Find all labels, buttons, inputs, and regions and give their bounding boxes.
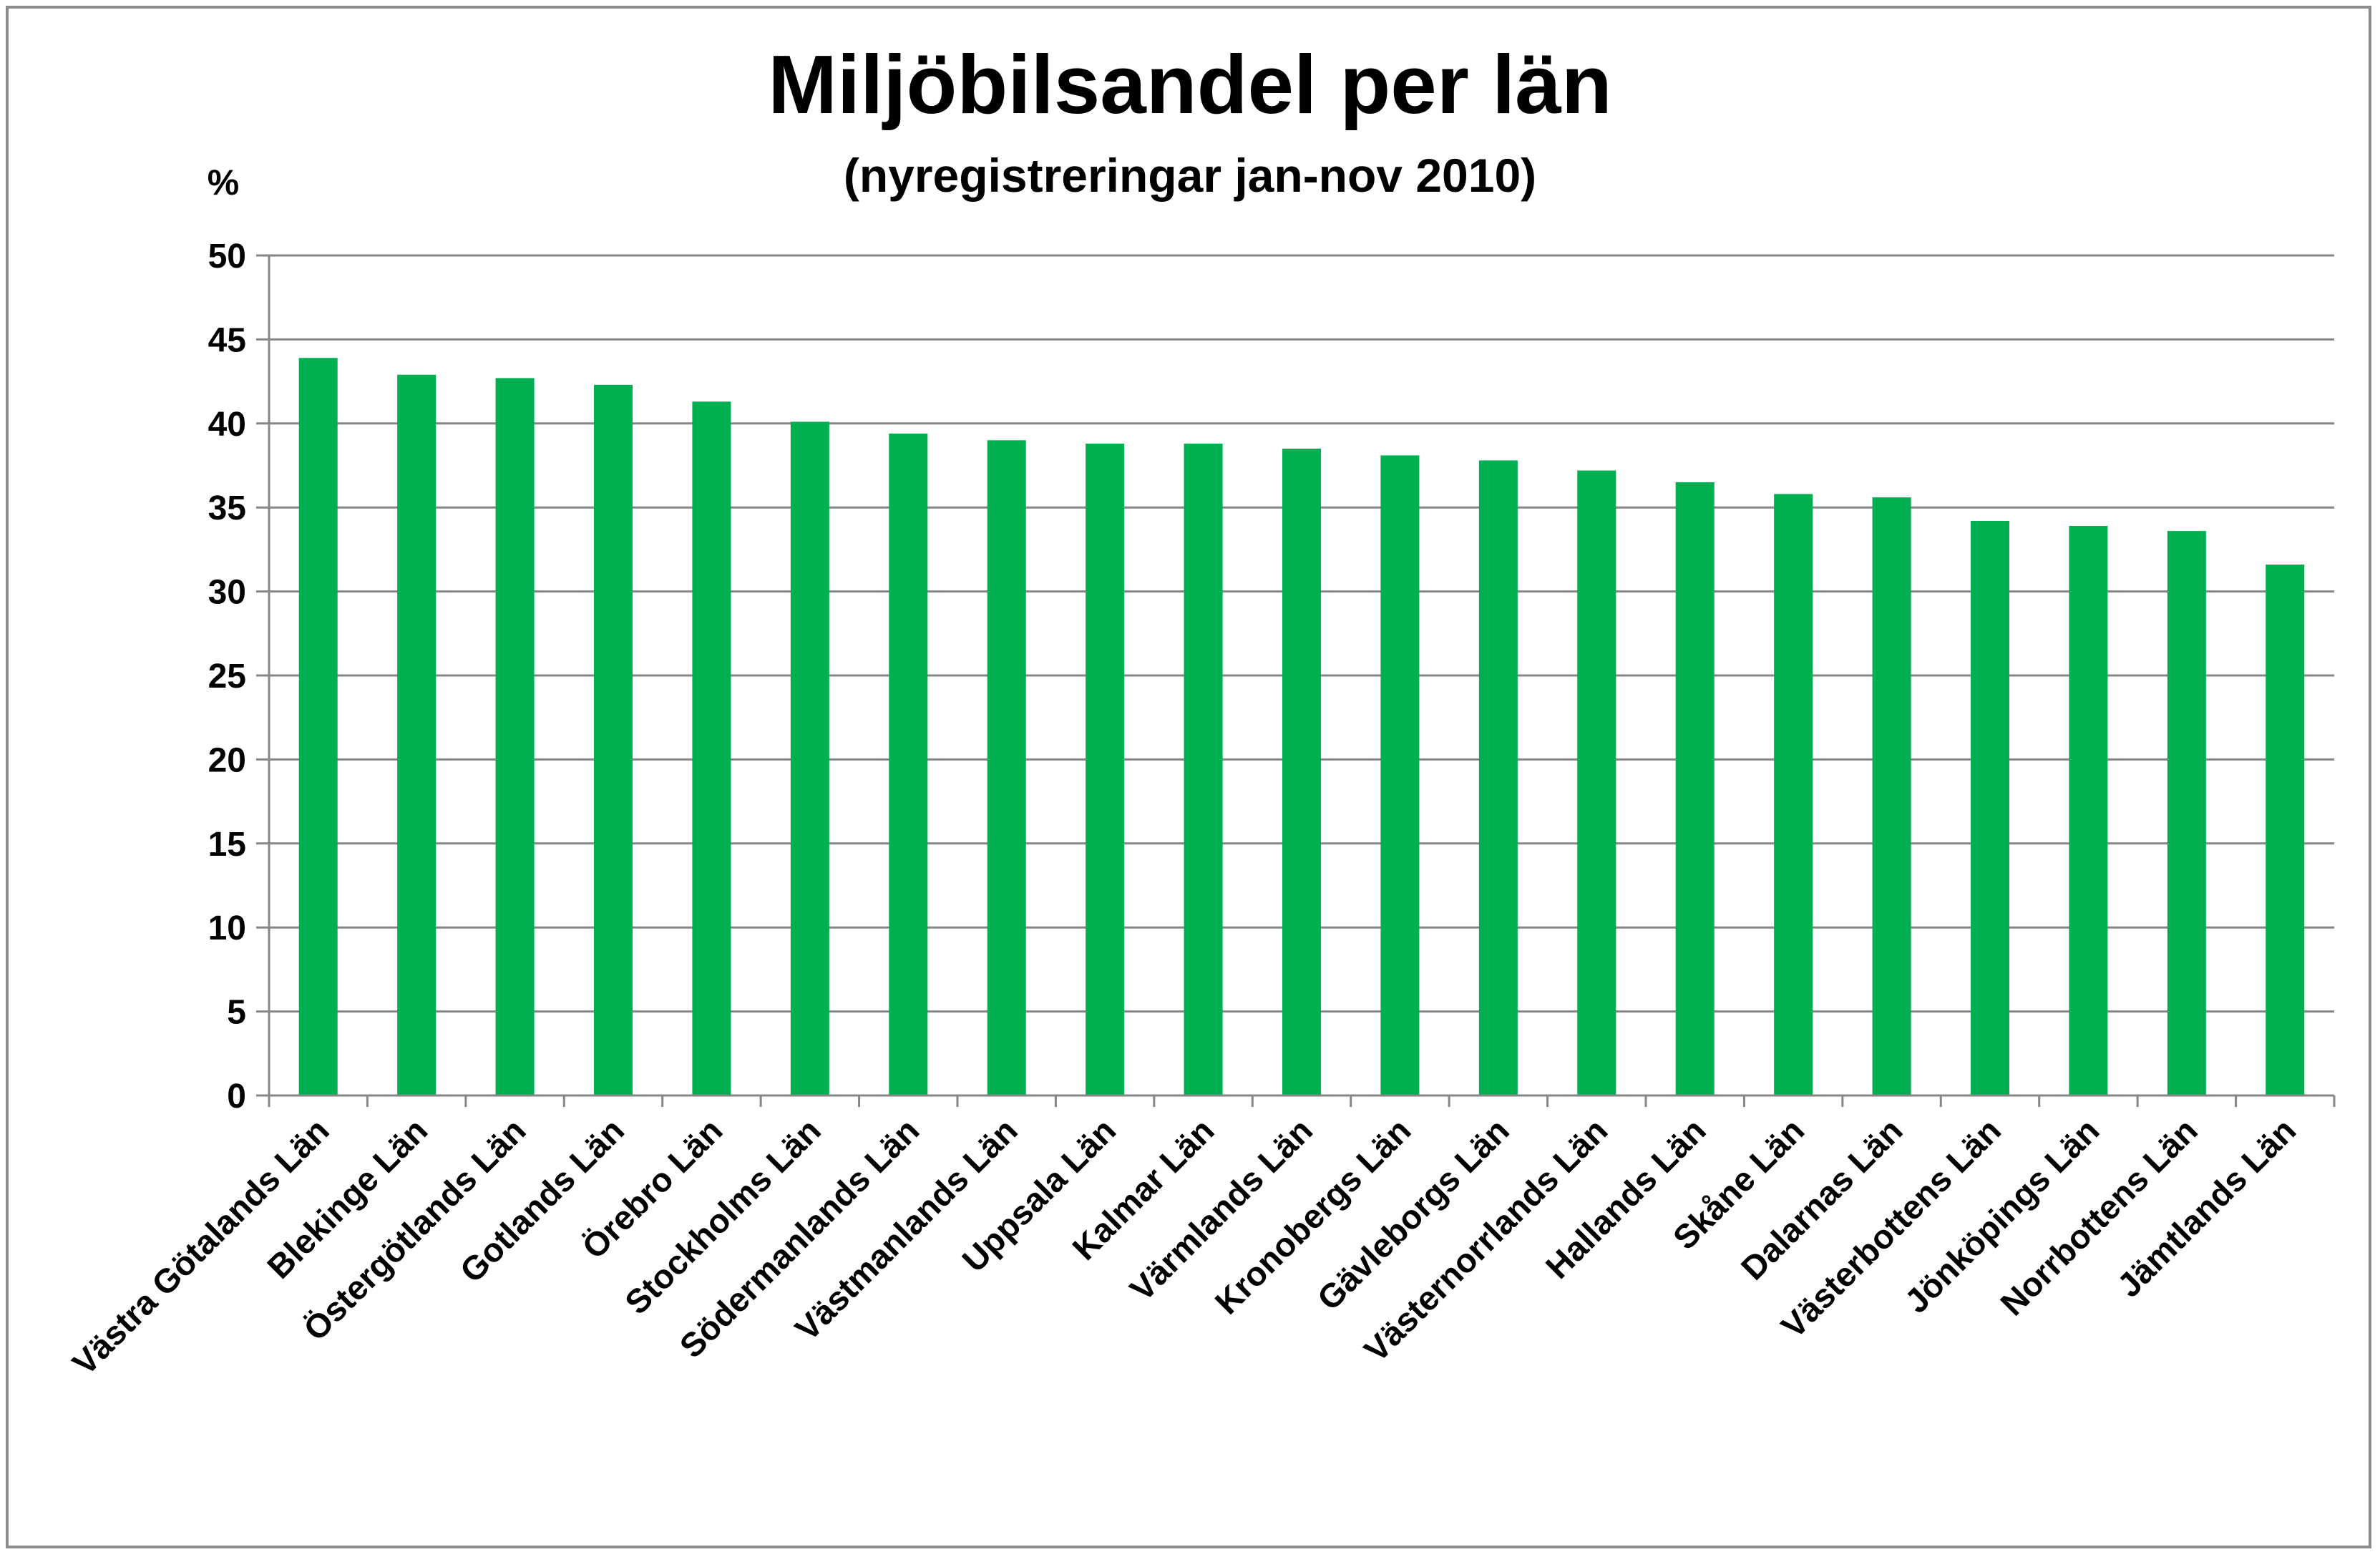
bar-15: [1675, 482, 1715, 1095]
bars: [298, 358, 2305, 1095]
bar-5: [692, 401, 731, 1095]
y-tick-label: 5: [227, 994, 246, 1032]
bar-3: [495, 378, 535, 1095]
bar-2: [397, 374, 437, 1095]
x-tick-label: Jämtlands Län: [2110, 1111, 2303, 1304]
y-tick-label: 0: [227, 1078, 246, 1116]
y-tick-label: 15: [208, 826, 246, 864]
bar-13: [1478, 460, 1518, 1095]
bar-11: [1282, 449, 1321, 1095]
chart-title: Miljöbilsandel per län: [768, 38, 1612, 131]
bar-21: [2266, 565, 2305, 1095]
bar-4: [594, 384, 633, 1095]
y-tick-label: 40: [208, 406, 246, 444]
y-tick-label: 25: [208, 658, 246, 695]
bar-6: [790, 421, 829, 1095]
bar-14: [1577, 470, 1616, 1095]
bar-9: [1086, 443, 1125, 1095]
bar-7: [889, 433, 928, 1095]
bar-20: [2167, 531, 2206, 1095]
y-tick-label: 45: [208, 321, 246, 359]
bar-8: [987, 440, 1026, 1095]
bar-16: [1774, 494, 1813, 1095]
bar-12: [1380, 455, 1420, 1095]
bar-10: [1184, 443, 1223, 1095]
x-tick-label: Värmlands Län: [1122, 1111, 1320, 1309]
chart-subtitle: (nyregistreringar jan-nov 2010): [844, 149, 1536, 202]
y-tick-label: 30: [208, 574, 246, 612]
bar-19: [2069, 526, 2108, 1095]
y-tick-label: 20: [208, 741, 246, 779]
y-tick-label: 10: [208, 909, 246, 947]
y-tick-label: 50: [208, 238, 246, 275]
y-tick-labels: 0 5 10 15 20 25 30 35 40 45 50: [208, 238, 246, 1116]
bar-18: [1971, 520, 2009, 1095]
bar-17: [1872, 497, 1911, 1095]
y-tick-label: 35: [208, 489, 246, 527]
axes: [256, 254, 2336, 1107]
bar-1: [298, 358, 338, 1095]
y-axis-unit-label: %: [208, 162, 239, 202]
